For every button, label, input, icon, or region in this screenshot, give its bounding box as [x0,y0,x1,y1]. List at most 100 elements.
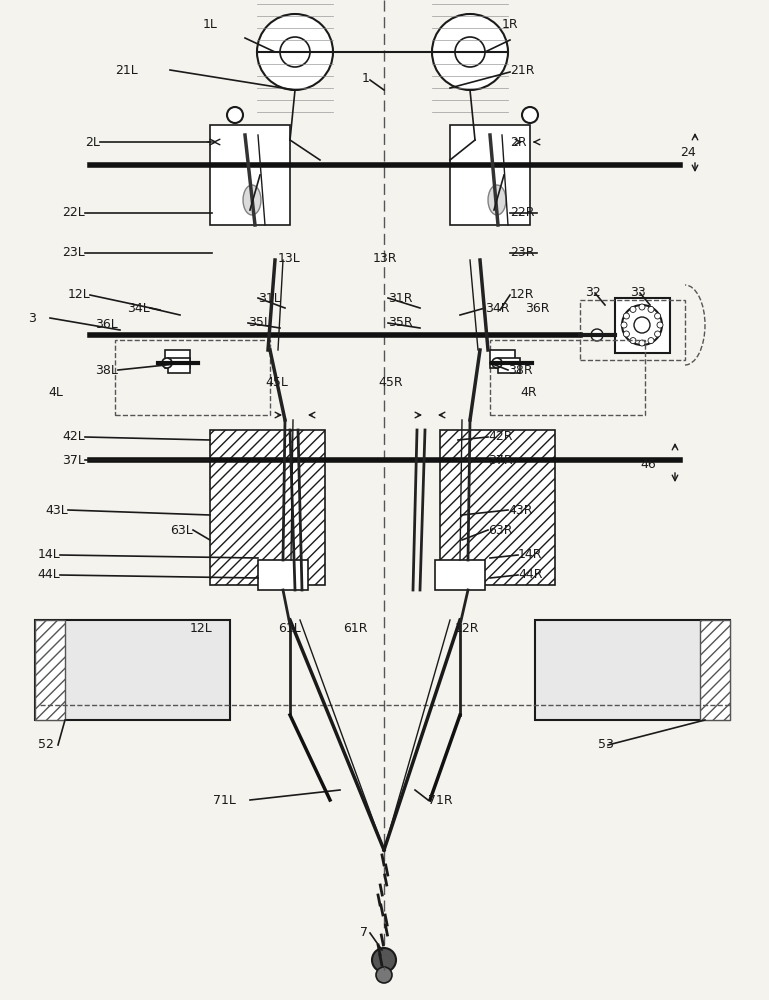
Circle shape [648,338,654,344]
Circle shape [591,329,603,341]
Bar [450,125,530,225]
Bar [432,14,508,90]
Text: 4L: 4L [48,385,63,398]
Text: 21L: 21L [115,64,138,77]
Text: 42L: 42L [62,430,85,444]
Text: 12R: 12R [455,621,480,635]
Bar [498,358,520,373]
Circle shape [522,107,538,123]
Text: 52: 52 [38,738,54,752]
Circle shape [639,340,645,346]
Circle shape [657,322,663,328]
Text: 46: 46 [640,458,656,472]
Text: 23R: 23R [510,246,534,259]
Bar [258,560,308,590]
Text: 24: 24 [680,145,696,158]
Circle shape [162,358,172,368]
Bar [257,14,333,90]
Circle shape [639,304,645,310]
Text: 33: 33 [630,286,646,300]
Text: 43R: 43R [508,504,532,516]
Text: 23L: 23L [62,246,85,259]
Text: 35R: 35R [388,316,413,330]
Circle shape [630,306,636,312]
Circle shape [630,338,636,344]
Text: 14L: 14L [37,548,60,562]
Bar [168,358,190,373]
Text: 12L: 12L [190,621,213,635]
Text: 37L: 37L [62,454,85,466]
Text: 71R: 71R [428,794,453,806]
Circle shape [622,305,662,345]
Text: 61R: 61R [343,621,368,635]
Text: 14R: 14R [518,548,542,562]
Circle shape [634,317,650,333]
Text: 34R: 34R [485,302,510,314]
Text: 2R: 2R [510,135,527,148]
Text: 45R: 45R [378,375,403,388]
Bar [490,340,645,415]
Text: 1L: 1L [202,18,218,31]
Text: 31L: 31L [258,292,281,304]
Circle shape [621,322,627,328]
Text: 21R: 21R [510,64,534,77]
Circle shape [257,14,333,90]
Bar [35,620,65,720]
Ellipse shape [243,185,261,215]
Text: 32: 32 [585,286,601,300]
Text: 63R: 63R [488,524,512,536]
Text: 37R: 37R [488,454,513,466]
Text: 36L: 36L [95,318,118,332]
Text: 71L: 71L [213,794,236,806]
Text: 44L: 44L [37,568,60,582]
Bar [580,300,685,360]
Text: 13R: 13R [373,251,398,264]
Circle shape [654,331,661,337]
Ellipse shape [488,185,506,215]
Circle shape [648,306,654,312]
Text: 22L: 22L [62,207,85,220]
Circle shape [492,358,502,368]
Bar [490,350,515,368]
Text: 44R: 44R [518,568,542,582]
Text: 7: 7 [360,926,368,940]
Text: 63L: 63L [170,524,193,536]
Circle shape [432,14,508,90]
Bar [210,125,290,225]
Text: 35L: 35L [248,316,271,330]
Text: 38L: 38L [95,363,118,376]
Text: 36R: 36R [525,302,550,314]
Text: 43L: 43L [45,504,68,516]
Circle shape [455,37,485,67]
Text: 42R: 42R [488,430,512,444]
Text: 38R: 38R [508,363,533,376]
Bar [35,620,230,720]
Text: 1R: 1R [501,18,518,31]
Circle shape [372,948,396,972]
Text: 2L: 2L [85,135,100,148]
Bar [440,430,555,585]
Bar [615,298,670,353]
Text: 3: 3 [28,312,36,324]
Text: 13L: 13L [278,251,300,264]
Circle shape [227,107,243,123]
Text: 45L: 45L [265,375,288,388]
Circle shape [624,331,629,337]
Text: 12R: 12R [510,288,534,302]
Circle shape [624,313,629,319]
Text: 4R: 4R [520,385,537,398]
Text: 12L: 12L [67,288,90,302]
Bar [700,620,730,720]
Circle shape [280,37,310,67]
Circle shape [654,313,661,319]
Bar [435,560,485,590]
Bar [210,430,325,585]
Text: 22R: 22R [510,207,534,220]
Text: 53: 53 [598,738,614,752]
Bar [115,340,270,415]
Bar [535,620,730,720]
Bar [165,350,190,368]
Text: 31R: 31R [388,292,412,304]
Circle shape [376,967,392,983]
Text: 61L: 61L [278,621,301,635]
